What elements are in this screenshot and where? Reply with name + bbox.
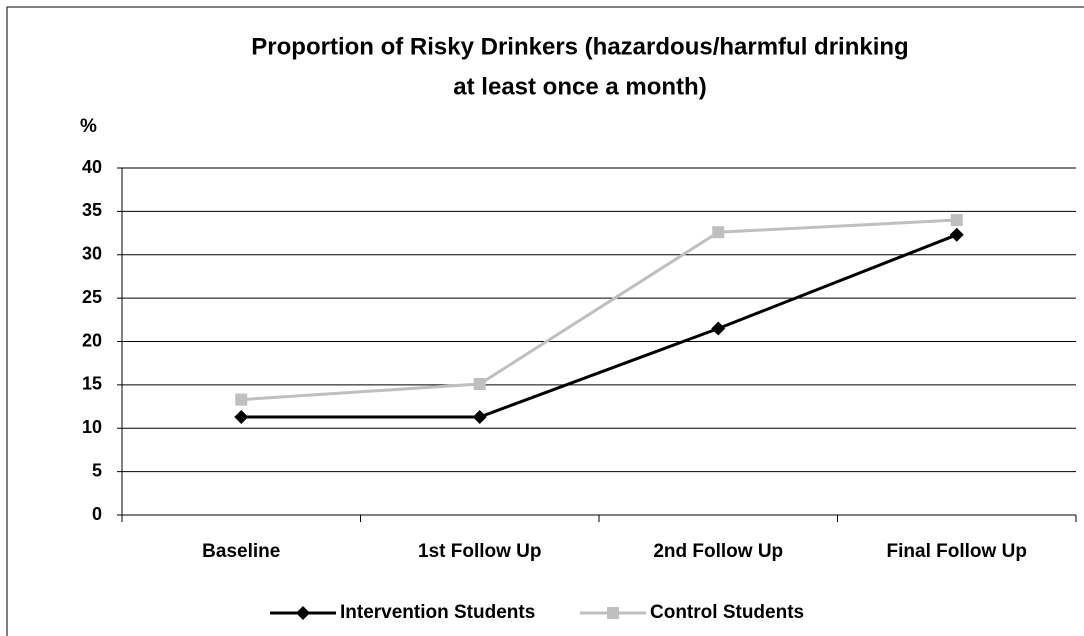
marker <box>472 409 487 424</box>
y-tick-label: 40 <box>82 157 102 177</box>
y-axis-label: % <box>80 116 97 137</box>
marker <box>950 214 963 227</box>
y-tick-label: 35 <box>82 200 102 220</box>
y-tick-label: 10 <box>82 417 102 437</box>
series-line <box>241 218 957 402</box>
chart-title: at least once a month) <box>453 73 706 100</box>
marker <box>949 227 964 242</box>
marker <box>712 226 725 239</box>
y-tick-label: 20 <box>82 330 102 350</box>
marker <box>607 607 619 619</box>
chart-border <box>6 6 1084 636</box>
y-tick-label: 5 <box>92 460 102 480</box>
x-tick-label: Baseline <box>202 541 280 562</box>
x-tick-label: 1st Follow Up <box>418 541 542 562</box>
y-tick-label: 15 <box>82 374 102 394</box>
marker <box>234 409 249 424</box>
marker <box>296 606 310 620</box>
chart-title: Proportion of Risky Drinkers (hazardous/… <box>251 33 908 60</box>
x-tick-label: Final Follow Up <box>887 541 1027 562</box>
marker <box>711 321 726 336</box>
y-tick-label: 25 <box>82 287 102 307</box>
y-tick-label: 30 <box>82 244 102 264</box>
legend-label: Control Students <box>650 602 804 623</box>
marker <box>235 393 248 406</box>
y-tick-label: 0 <box>92 504 102 524</box>
legend-label: Intervention Students <box>340 602 535 623</box>
series-line <box>241 233 958 419</box>
marker <box>473 378 486 391</box>
x-tick-label: 2nd Follow Up <box>653 541 783 562</box>
